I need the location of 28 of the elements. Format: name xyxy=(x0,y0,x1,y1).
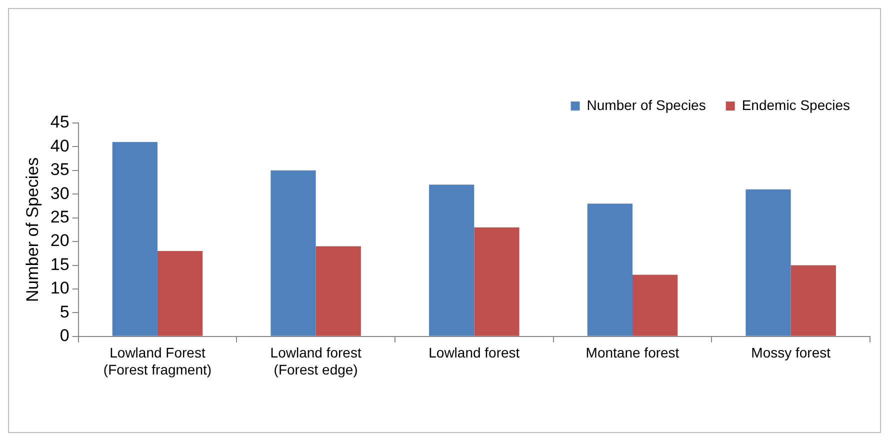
x-tick-label: Lowland forest (Forest edge) xyxy=(270,344,362,378)
y-tick-label: 20 xyxy=(50,231,70,250)
bar xyxy=(746,189,791,336)
bar xyxy=(157,251,203,336)
legend-label: Number of Species xyxy=(586,96,706,113)
y-tick-label: 25 xyxy=(50,208,70,227)
bar xyxy=(474,227,520,336)
bar xyxy=(632,274,678,336)
y-tick-label: 10 xyxy=(50,278,70,298)
y-tick-label: 0 xyxy=(60,326,70,346)
y-tick-label: 40 xyxy=(50,136,70,156)
bar xyxy=(112,142,158,336)
bar xyxy=(790,265,836,336)
x-tick-label: Mossy forest xyxy=(751,344,831,361)
bar xyxy=(587,204,632,336)
y-tick-label: 45 xyxy=(50,112,70,132)
bar xyxy=(429,184,474,336)
x-tick-label: Lowland Forest (Forest fragment) xyxy=(103,344,212,378)
y-axis-title: Number of Species xyxy=(22,157,42,302)
y-tick-label: 35 xyxy=(50,160,70,180)
x-tick-label: Montane forest xyxy=(586,344,680,361)
bar xyxy=(316,246,361,336)
y-tick-label: 30 xyxy=(50,184,70,203)
bar xyxy=(270,170,316,336)
y-tick-label: 5 xyxy=(60,302,70,322)
y-tick-label: 15 xyxy=(50,254,70,274)
legend-label: Endemic Species xyxy=(742,96,850,113)
x-tick-label: Lowland forest xyxy=(428,344,520,361)
